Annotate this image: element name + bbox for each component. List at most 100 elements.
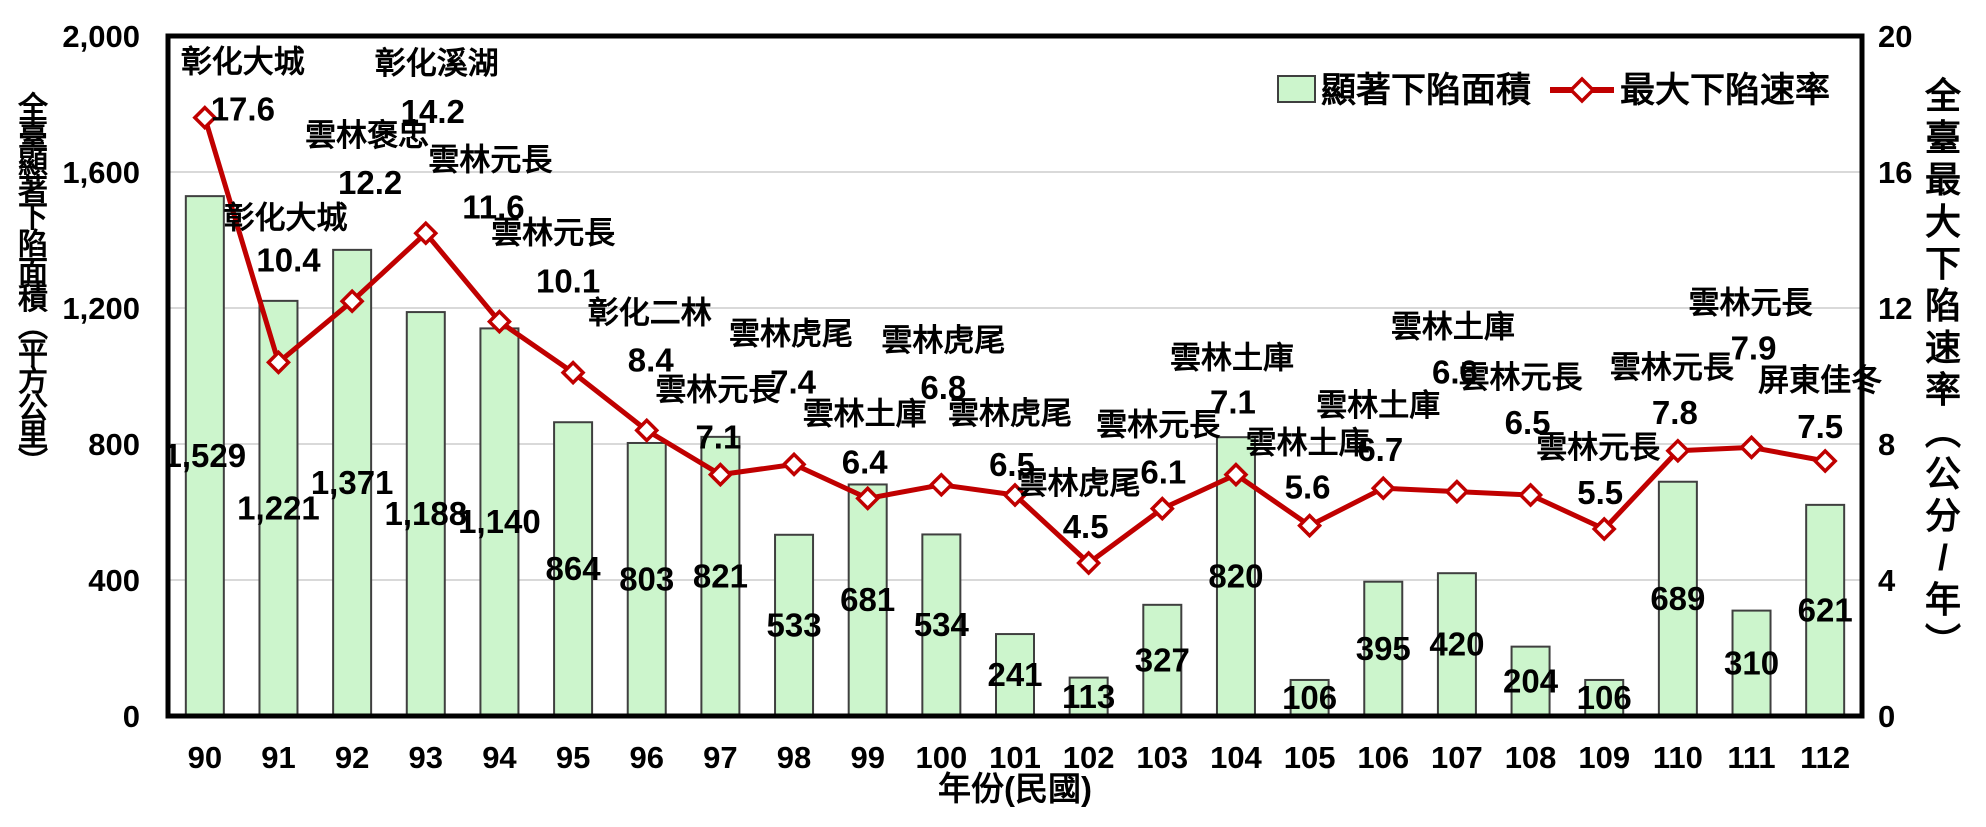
x-tick-107: 107 xyxy=(1431,740,1483,775)
right-axis-title-char: ︶ xyxy=(1925,621,1961,662)
x-tick-94: 94 xyxy=(482,740,517,775)
x-tick-97: 97 xyxy=(703,740,737,775)
rate-location-label-92: 雲林褒忠 xyxy=(305,118,429,153)
rate-marker-93 xyxy=(413,220,439,246)
rate-location-label-108: 雲林元長 xyxy=(1459,360,1584,395)
x-tick-105: 105 xyxy=(1284,740,1336,775)
x-tick-91: 91 xyxy=(261,740,295,775)
right-axis-title-char: 年 xyxy=(1925,579,1961,620)
rate-location-label-97: 雲林元長 xyxy=(655,373,780,408)
rate-location-label-91: 彰化大城 xyxy=(223,200,347,235)
left-axis-title-char: 陷 xyxy=(18,229,48,262)
rate-marker-91 xyxy=(266,349,291,375)
x-tick-96: 96 xyxy=(629,740,663,775)
rate-value-label-96: 8.4 xyxy=(628,341,675,378)
bar-value-label-91: 1,221 xyxy=(237,489,320,526)
bar-92 xyxy=(332,248,373,718)
rate-marker-102 xyxy=(1076,550,1102,576)
rate-location-label-95: 雲林元長 xyxy=(491,216,616,251)
left-axis-tick-1200: 1,200 xyxy=(62,291,140,326)
x-tick-110: 110 xyxy=(1653,740,1703,775)
rate-value-label-106: 6.7 xyxy=(1357,431,1403,468)
rate-marker-95 xyxy=(560,360,586,386)
bar-value-label-105: 106 xyxy=(1282,679,1337,716)
bar-107 xyxy=(1436,572,1477,718)
rate-location-label-110: 雲林元長 xyxy=(1610,350,1735,385)
x-tick-108: 108 xyxy=(1505,740,1557,775)
bar-105 xyxy=(1289,678,1330,718)
rate-value-label-94: 11.6 xyxy=(462,189,524,226)
rate-value-label-101: 6.5 xyxy=(989,446,1035,483)
rate-marker-90 xyxy=(192,105,218,131)
rate-marker-110 xyxy=(1665,438,1691,464)
right-axis-title-char: 最 xyxy=(1925,159,1961,200)
bar-101 xyxy=(995,633,1035,717)
rate-value-label-92: 12.2 xyxy=(338,164,402,201)
rate-value-label-109: 5.5 xyxy=(1577,474,1623,511)
bar-value-label-108: 204 xyxy=(1503,662,1559,699)
right-axis-title-char: 公 xyxy=(1925,453,1961,494)
x-tick-90: 90 xyxy=(188,740,222,775)
right-axis-title-char: 率 xyxy=(1925,369,1961,410)
right-axis-title-char: 大 xyxy=(1925,201,1961,242)
bar-value-label-112: 621 xyxy=(1798,591,1853,628)
bar-value-label-96: 803 xyxy=(619,560,674,597)
rate-value-label-105: 5.6 xyxy=(1285,469,1331,506)
left-axis-title-char: 平 xyxy=(18,338,48,371)
right-axis-title-char: ︵ xyxy=(1925,411,1961,452)
x-tick-109: 109 xyxy=(1578,740,1630,775)
right-axis-title-char: 全 xyxy=(1924,75,1962,116)
bar-value-label-95: 864 xyxy=(546,550,602,587)
rate-location-label-93: 彰化溪湖 xyxy=(375,46,499,81)
rate-marker-92 xyxy=(339,288,365,314)
bar-value-label-109: 106 xyxy=(1577,679,1632,716)
rate-location-label-105: 雲林土庫 xyxy=(1246,426,1370,461)
rate-value-label-90: 17.6 xyxy=(211,91,275,128)
rate-value-label-111: 7.9 xyxy=(1731,329,1777,366)
rate-value-label-107: 6.6 xyxy=(1432,354,1478,391)
right-axis-title-char: 臺 xyxy=(1925,117,1961,158)
rate-location-label-101: 雲林虎尾 xyxy=(948,396,1072,431)
rate-location-label-106: 雲林土庫 xyxy=(1316,388,1440,423)
left-axis-title-char: 積 xyxy=(18,283,48,316)
rate-marker-112 xyxy=(1812,448,1838,474)
left-axis-tick-1600: 1,600 xyxy=(62,155,140,190)
bar-value-label-94: 1,140 xyxy=(458,503,541,540)
rate-value-label-91: 10.4 xyxy=(256,241,321,278)
rate-value-label-93: 14.2 xyxy=(401,93,465,130)
left-axis-title-char: 全 xyxy=(17,91,49,125)
right-axis-tick-8: 8 xyxy=(1878,427,1895,462)
legend-rate-marker-icon xyxy=(1568,76,1596,104)
left-axis-tick-800: 800 xyxy=(88,427,140,462)
bar-value-label-99: 681 xyxy=(840,581,895,618)
bar-103 xyxy=(1142,603,1183,718)
bar-96 xyxy=(626,441,667,717)
rate-value-label-110: 7.8 xyxy=(1652,394,1698,431)
rate-location-label-90: 彰化大城 xyxy=(181,45,305,80)
right-axis-tick-0: 0 xyxy=(1878,699,1895,734)
bar-value-label-93: 1,188 xyxy=(384,495,467,532)
x-tick-106: 106 xyxy=(1357,740,1409,775)
right-axis-title-char: 速 xyxy=(1925,327,1961,368)
right-axis-title-char: 分 xyxy=(1925,495,1961,536)
left-axis-title-char: 方 xyxy=(18,364,48,398)
x-tick-95: 95 xyxy=(556,740,590,775)
rate-value-label-97: 7.1 xyxy=(695,419,741,456)
rate-marker-109 xyxy=(1591,516,1617,542)
x-tick-112: 112 xyxy=(1800,740,1850,775)
bar-value-label-104: 820 xyxy=(1208,558,1263,595)
bar-value-label-100: 534 xyxy=(914,606,970,643)
right-axis-title-char: 下 xyxy=(1925,243,1961,284)
bar-value-label-107: 420 xyxy=(1429,626,1484,663)
rate-location-label-111: 雲林元長 xyxy=(1689,285,1814,320)
rate-location-label-98: 雲林虎尾 xyxy=(729,316,853,351)
x-tick-98: 98 xyxy=(777,740,811,775)
bar-99 xyxy=(847,483,888,717)
rate-marker-108 xyxy=(1518,482,1544,508)
bar-value-label-111: 310 xyxy=(1724,644,1779,681)
left-axis-tick-2000: 2,000 xyxy=(62,19,140,54)
rate-marker-94 xyxy=(486,309,512,335)
